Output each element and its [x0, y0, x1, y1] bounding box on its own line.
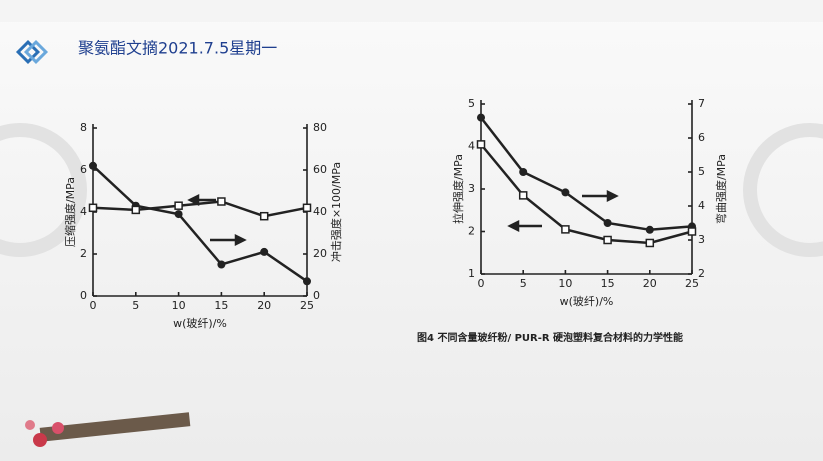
circle-marker: [303, 277, 311, 286]
circle-marker: [603, 219, 612, 227]
circle-marker: [645, 225, 654, 234]
y2-axis-label: 弯曲强度/MPa: [714, 154, 728, 224]
y-axis-label: 拉伸强度/MPa: [451, 154, 465, 224]
top-band: [0, 0, 823, 22]
series-line: [480, 116, 693, 232]
square-marker: [259, 211, 269, 221]
circle-marker: [174, 210, 183, 219]
y-tick-label: 5: [468, 97, 475, 110]
y-tick-label: 3: [468, 182, 475, 195]
x-tick-label: 10: [558, 277, 572, 290]
square-marker: [518, 191, 528, 200]
series-line: [92, 164, 308, 283]
flower-decoration: [25, 412, 191, 447]
y-tick-label: 4: [468, 140, 475, 153]
series-line: [480, 143, 693, 245]
x-axis-label: w(玻纤)/%: [173, 317, 227, 330]
y-tick-label: 2: [80, 247, 87, 260]
ornament: [0, 123, 87, 257]
y2-tick-label: 3: [698, 233, 705, 246]
y-tick-label: 1: [468, 267, 475, 280]
y2-tick-label: 40: [313, 205, 327, 218]
square-marker: [131, 205, 141, 215]
y2-tick-label: 80: [313, 121, 327, 134]
square-marker: [217, 197, 226, 206]
y-tick-label: 4: [80, 205, 87, 218]
x-tick-label: 25: [685, 277, 699, 290]
y2-tick-label: 5: [698, 165, 705, 178]
ornament: [743, 123, 823, 257]
y-tick-label: 2: [468, 225, 475, 238]
x-tick-label: 5: [520, 277, 527, 290]
square-marker: [645, 238, 655, 248]
circle-marker: [217, 260, 226, 269]
y-axis-label: 压缩强度/MPa: [63, 177, 77, 247]
circle-marker: [477, 113, 485, 122]
square-marker: [603, 235, 612, 245]
y2-tick-label: 4: [698, 199, 705, 212]
circle-marker: [561, 188, 570, 197]
circle-marker: [519, 168, 528, 176]
slide-title: 聚氨酯文摘2021.7.5星期一: [78, 39, 277, 58]
square-marker: [687, 227, 697, 236]
circle-marker: [89, 161, 97, 170]
x-tick-label: 15: [214, 299, 228, 312]
x-tick-label: 20: [257, 299, 271, 312]
y-tick-label: 0: [80, 289, 87, 302]
y-tick-label: 6: [80, 163, 87, 176]
y2-tick-label: 6: [698, 131, 705, 144]
x-tick-label: 25: [300, 299, 314, 312]
x-axis-label: w(玻纤)/%: [560, 295, 614, 308]
x-tick-label: 15: [601, 277, 615, 290]
x-tick-label: 10: [172, 299, 186, 312]
arrows: [187, 189, 619, 247]
logo: [15, 39, 49, 65]
square-marker: [561, 225, 570, 234]
x-tick-label: 20: [643, 277, 657, 290]
caption: 图4 不同含量玻纤粉/ PUR-R 硬泡塑料复合材料的力学性能: [417, 331, 683, 344]
circle-marker: [260, 247, 269, 256]
y-tick-label: 8: [80, 121, 87, 134]
y2-tick-label: 2: [698, 267, 705, 280]
square-marker: [88, 203, 98, 213]
x-tick-label: 0: [478, 277, 485, 290]
x-tick-label: 0: [90, 299, 97, 312]
square-marker: [174, 201, 183, 210]
series-line: [92, 200, 308, 218]
y2-axis-label: 冲击强度×100/MPa: [329, 162, 343, 262]
y2-tick-label: 7: [698, 97, 705, 110]
x-tick-label: 5: [132, 299, 139, 312]
square-marker: [302, 203, 312, 213]
square-marker: [476, 140, 486, 149]
y2-tick-label: 0: [313, 289, 320, 302]
y2-tick-label: 60: [313, 163, 327, 176]
y2-tick-label: 20: [313, 247, 327, 260]
